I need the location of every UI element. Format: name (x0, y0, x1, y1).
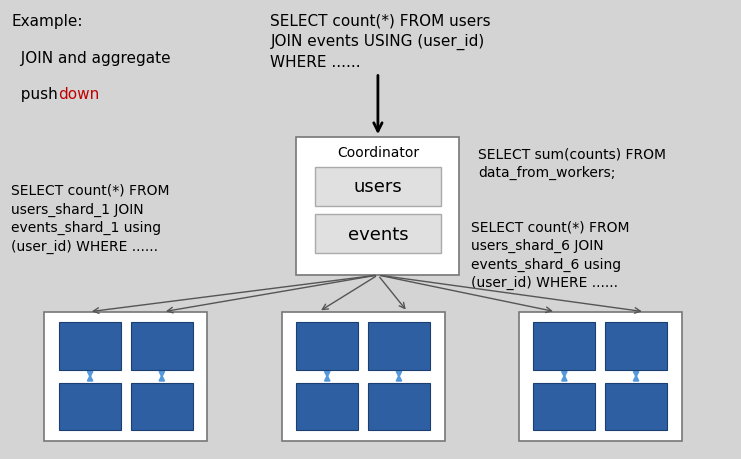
Text: push: push (11, 87, 58, 102)
Text: SELECT count(*) FROM
users_shard_1 JOIN
events_shard_1 using
(user_id) WHERE ...: SELECT count(*) FROM users_shard_1 JOIN … (11, 184, 170, 253)
Text: events: events (348, 225, 408, 243)
FancyBboxPatch shape (131, 322, 193, 370)
FancyBboxPatch shape (131, 383, 193, 431)
FancyBboxPatch shape (59, 383, 121, 431)
FancyBboxPatch shape (368, 383, 430, 431)
Text: SELECT count(*) FROM users
JOIN events USING (user_id)
WHERE ......: SELECT count(*) FROM users JOIN events U… (270, 14, 491, 69)
Text: JOIN and aggregate: JOIN and aggregate (11, 50, 170, 66)
FancyBboxPatch shape (368, 322, 430, 370)
Text: down: down (58, 87, 99, 102)
Text: Example:: Example: (11, 14, 82, 29)
FancyBboxPatch shape (534, 322, 595, 370)
FancyBboxPatch shape (605, 322, 667, 370)
FancyBboxPatch shape (296, 383, 358, 431)
FancyBboxPatch shape (315, 168, 441, 207)
FancyBboxPatch shape (59, 322, 121, 370)
FancyBboxPatch shape (519, 312, 682, 441)
FancyBboxPatch shape (315, 215, 441, 254)
Text: Coordinator: Coordinator (337, 146, 419, 160)
FancyBboxPatch shape (296, 322, 358, 370)
FancyBboxPatch shape (282, 312, 445, 441)
FancyBboxPatch shape (605, 383, 667, 431)
Text: users: users (353, 178, 402, 196)
FancyBboxPatch shape (296, 138, 459, 275)
Text: SELECT count(*) FROM
users_shard_6 JOIN
events_shard_6 using
(user_id) WHERE ...: SELECT count(*) FROM users_shard_6 JOIN … (471, 220, 629, 290)
FancyBboxPatch shape (44, 312, 207, 441)
Text: SELECT sum(counts) FROM
data_from_workers;: SELECT sum(counts) FROM data_from_worker… (478, 147, 666, 179)
FancyBboxPatch shape (534, 383, 595, 431)
